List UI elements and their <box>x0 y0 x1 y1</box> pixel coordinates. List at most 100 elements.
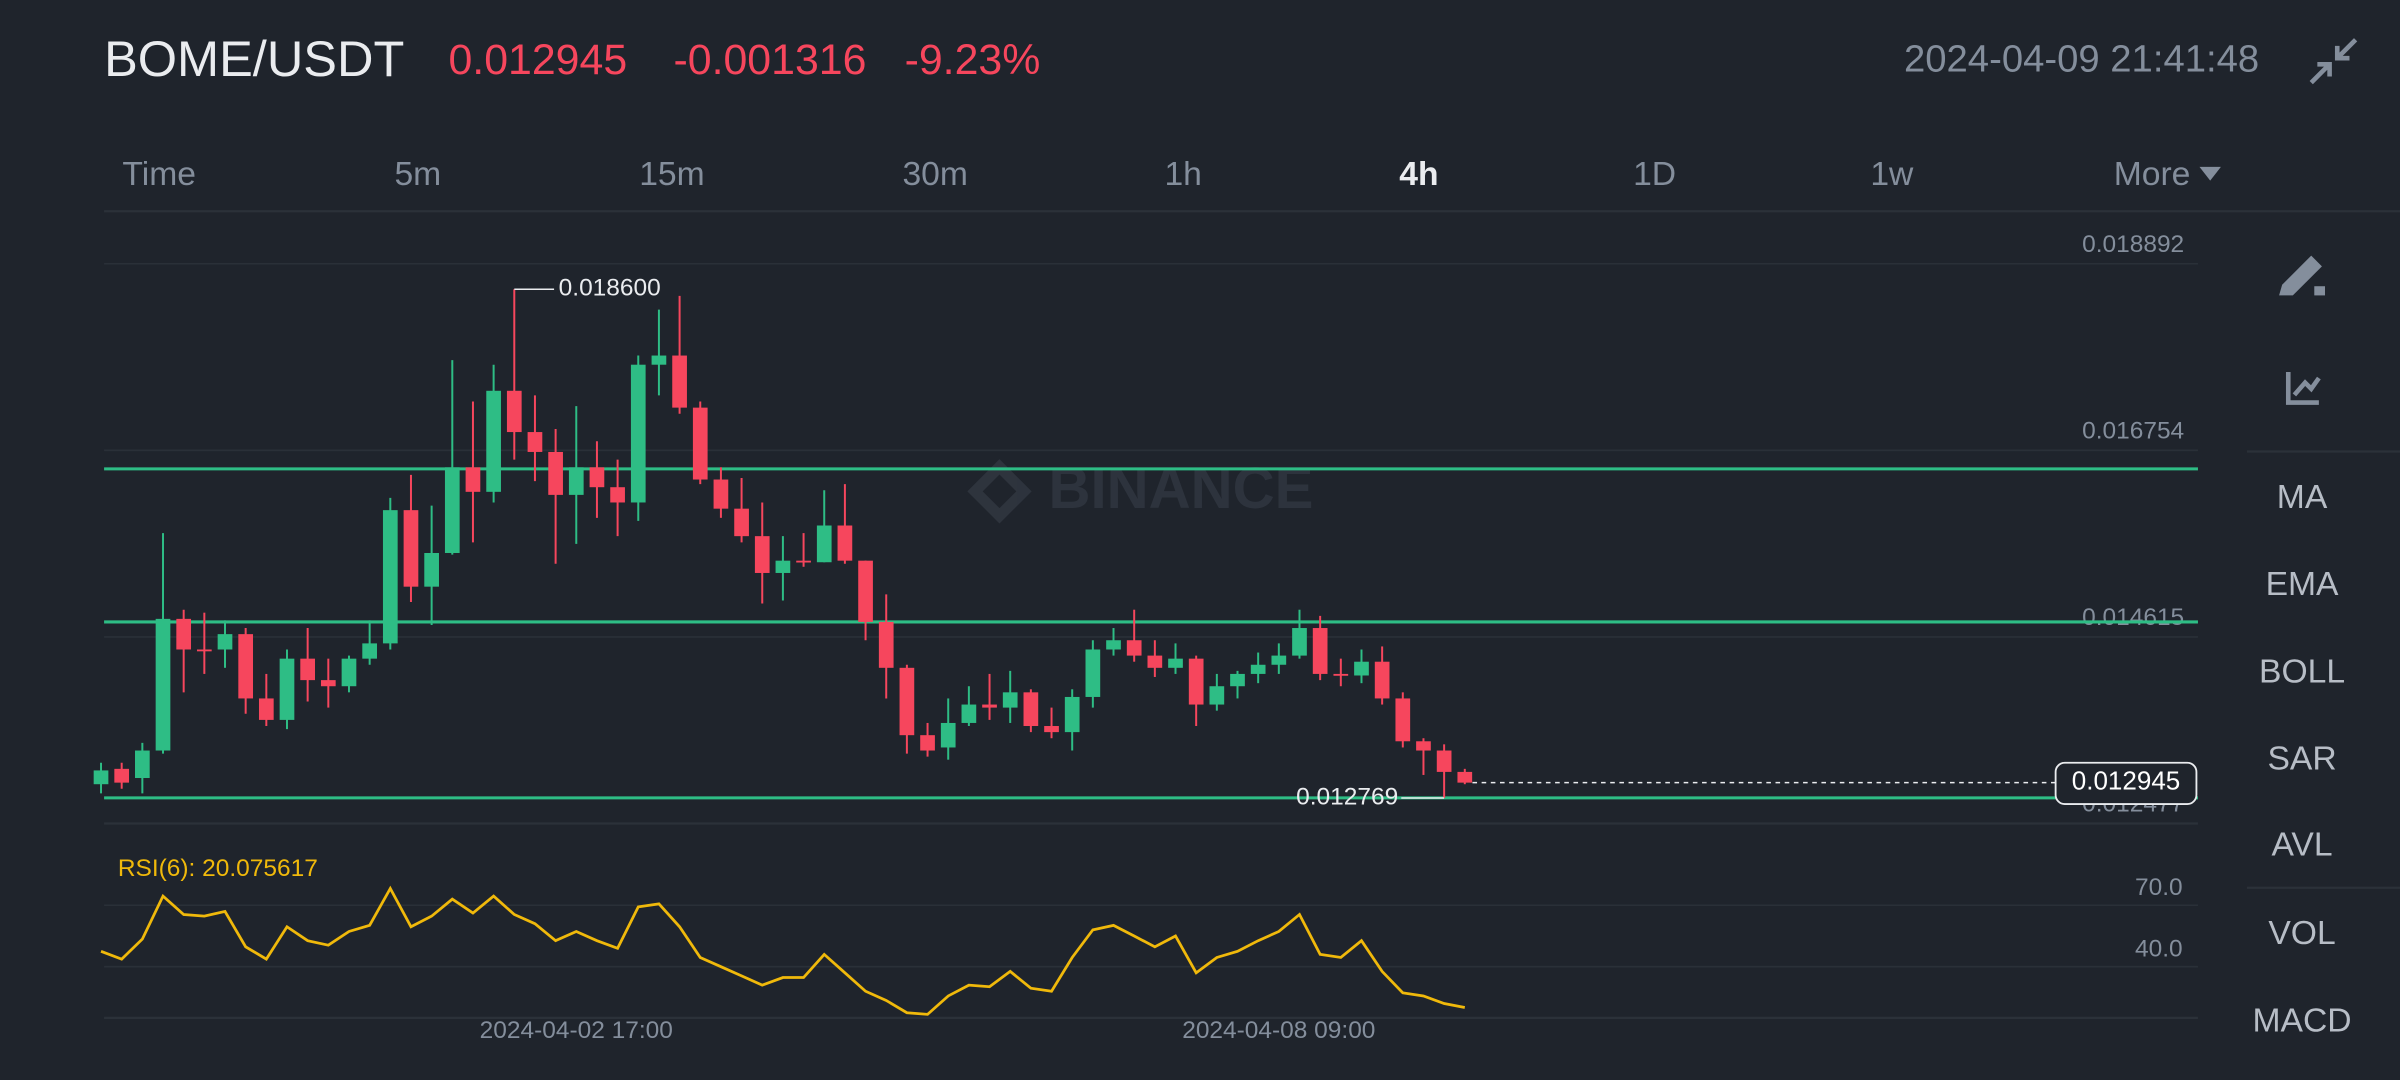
indicator-button[interactable]: VOL <box>2268 915 2335 952</box>
interval-tab[interactable]: 4h <box>1399 156 1438 193</box>
candle-body <box>465 467 481 492</box>
candle-body <box>1023 692 1039 727</box>
pencil-dot <box>2314 286 2325 296</box>
candle-body <box>858 560 873 622</box>
price-change-percent: -9.23% <box>905 36 1041 84</box>
last-price: 0.012945 <box>448 36 627 84</box>
last-price-box <box>2054 761 2198 805</box>
timestamp: 2024-04-09 21:41:48 <box>1904 37 2259 80</box>
candle-body <box>238 634 254 699</box>
candle-body <box>114 768 130 783</box>
candle-body <box>775 560 791 573</box>
candle-body <box>568 467 584 495</box>
candle-body <box>1002 692 1018 708</box>
candle-body <box>672 355 687 408</box>
candle-body <box>1395 698 1411 742</box>
candle-body <box>1250 664 1266 674</box>
candle-body <box>754 536 770 573</box>
candle-body <box>548 451 563 495</box>
candle-body <box>527 432 543 452</box>
candle-body <box>279 658 295 720</box>
candle-body <box>1126 640 1142 656</box>
candle-body <box>486 390 501 492</box>
candle-body <box>630 364 646 503</box>
candle-body <box>1147 655 1163 668</box>
candle-body <box>506 390 522 433</box>
interval-tab[interactable]: 1h <box>1164 156 1201 193</box>
candle-body <box>300 658 315 681</box>
candle-body <box>1416 741 1431 751</box>
candle-body <box>1292 628 1307 656</box>
price-change: -0.001316 <box>673 36 866 84</box>
dropdown-arrow[interactable] <box>2199 166 2221 181</box>
indicator-button[interactable]: BOLL <box>2259 653 2345 690</box>
candle-body <box>692 407 708 480</box>
candle-body <box>403 510 419 587</box>
candle-body <box>1085 649 1101 697</box>
rsi-legend: RSI(6): 20.075617 <box>118 855 318 882</box>
candle-body <box>837 525 853 561</box>
rsi-chart: 70.0 40.0 RSI(6): 20.075617 <box>100 855 2198 1020</box>
candle-body <box>362 643 377 659</box>
candle-body <box>176 618 192 650</box>
watermark-text: BINANCE <box>1048 456 1313 521</box>
candle-body <box>1271 655 1287 665</box>
interval-tabs: Time 5m 15m 30m 1h 4h 1D 1w More <box>122 156 2190 193</box>
indicator-button[interactable]: EMA <box>2266 566 2339 603</box>
y-tick-label: 40.0 <box>2135 935 2183 962</box>
interval-tab[interactable]: Time <box>122 156 196 193</box>
indicator-icon[interactable] <box>2285 371 2321 405</box>
x-tick-label: 2024-04-02 17:00 <box>480 1017 673 1044</box>
candle-body <box>899 667 915 736</box>
interval-tab[interactable]: 1D <box>1633 156 1676 193</box>
candle-body <box>1333 673 1349 676</box>
indicator-button[interactable]: MA <box>2277 479 2328 516</box>
interval-tab[interactable]: 30m <box>902 156 967 193</box>
candle-body <box>920 735 935 751</box>
candle-body <box>1457 771 1473 783</box>
candle-body <box>816 525 832 563</box>
candle-body <box>1188 658 1204 705</box>
candle-body <box>1354 661 1369 676</box>
indicator-button[interactable]: SAR <box>2267 741 2336 778</box>
candle-body <box>217 634 233 650</box>
candle-body <box>155 618 171 751</box>
low-label: 0.012769 <box>1296 783 1398 810</box>
interval-tab[interactable]: More <box>2114 156 2191 193</box>
candle-body <box>1044 726 1059 733</box>
pair-name: BOME/USDT <box>104 30 404 87</box>
candle-body <box>1064 696 1080 733</box>
indicator-button[interactable]: MACD <box>2252 1002 2351 1039</box>
x-tick-label: 2024-04-08 09:00 <box>1182 1017 1375 1044</box>
axes-icon <box>2285 371 2319 405</box>
collapse-arrow <box>2334 38 2358 61</box>
candle-body <box>589 467 605 488</box>
candle-body <box>93 770 109 785</box>
indicator-button[interactable]: AVL <box>2271 826 2332 863</box>
candle-body <box>1230 673 1245 687</box>
draw-tool-icon[interactable] <box>2279 255 2325 296</box>
rsi-line <box>100 885 1466 1016</box>
candle-body <box>796 560 811 563</box>
candle-body <box>1436 750 1452 772</box>
collapse-icon[interactable] <box>2309 38 2358 85</box>
interval-tab[interactable]: 15m <box>639 156 704 193</box>
candle-body <box>424 552 439 587</box>
candle-body <box>382 510 398 644</box>
interval-tab[interactable]: 1w <box>1870 156 1914 193</box>
candle-body <box>982 704 997 708</box>
interval-tab[interactable]: 5m <box>394 156 441 193</box>
candle-body <box>1168 658 1183 668</box>
candle-body <box>610 487 625 503</box>
candle-body <box>1209 686 1225 705</box>
y-tick-label: 0.014615 <box>2082 604 2184 631</box>
y-tick-label: 70.0 <box>2135 874 2183 901</box>
candle-body <box>196 649 212 652</box>
collapse-arrow <box>2309 61 2332 85</box>
candle-body <box>940 722 956 748</box>
candle-body <box>444 467 460 553</box>
candle-body <box>1374 661 1390 699</box>
